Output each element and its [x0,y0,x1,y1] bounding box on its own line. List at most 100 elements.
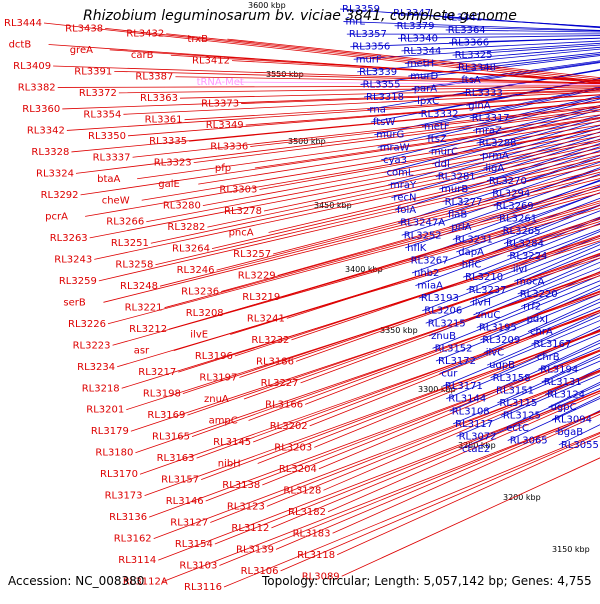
gene-label-left: RL3282 [167,222,205,233]
gene-label-left: RL3139 [236,544,274,555]
gene-label-right: folA [397,205,416,216]
gene-label-left: trxB [187,34,208,45]
gene-label-right: RL3332 [421,109,459,120]
gene-label-right: RL3167 [533,339,571,350]
gene-label-right: RL3172 [438,356,476,367]
gene-label-left: RL3342 [27,125,65,136]
gene-label-right: RL3288 [479,138,517,149]
gene-label-right: parA [414,84,438,95]
gene-label-right: RL3193 [421,293,459,304]
gene-label-right: RL3357 [349,29,387,40]
gene-label-right: RL3094 [554,415,592,426]
gene-label-left: RL3154 [175,539,213,550]
gene-label-right: RL3195 [479,322,517,333]
gene-label-left: RL3219 [242,292,280,303]
gene-label-right: RL3284 [506,239,544,250]
gene-label-right: nhb2 [414,268,439,279]
gene-label-right: RL3364 [448,25,486,36]
gene-label-right: RL3215 [428,318,466,329]
gene-label-right: RL3152 [435,343,473,354]
gene-label-left: RL3251 [111,238,149,249]
gene-label-left: RL3198 [143,389,181,400]
gene-label-right: RL3325 [455,50,493,61]
gene-label-right: znuB [431,331,456,342]
gene-label-left: RL3169 [147,410,185,421]
gene-label-right: RL3355 [363,79,401,90]
gene-label-right: ectC [506,423,529,434]
gene-label-right: rrf2 [523,302,541,313]
gene-label-left: RL3186 [256,356,294,367]
gene-label-right: RL3131 [544,377,582,388]
gene-label-left: RL3387 [135,72,173,83]
gene-label-left: RL3292 [41,190,79,201]
gene-label-right: RL3340 [400,33,438,44]
gene-label-left: RL3372 [79,88,117,99]
gene-label-right: miaA [417,281,443,292]
gene-label-right: flaB [448,209,467,220]
gene-label-left: RL3266 [106,217,144,228]
gene-label-right: RL3247A [400,218,445,229]
gene-label-left: RL3136 [109,512,147,523]
gene-label-left: galE [158,179,180,190]
gene-label-right: RL3194 [540,364,578,375]
gene-label-left: RL3127 [170,518,208,529]
gene-label-left: RL3170 [100,469,138,480]
leader-line-left [58,85,600,87]
gene-label-left: RL3163 [157,453,195,464]
gene-label-left: RL3337 [93,152,131,163]
gene-label-right: RL3356 [352,42,390,53]
leader-line-left [119,84,600,93]
gene-label-left: RL3202 [270,421,308,432]
gene-label-right: RL3151 [496,385,534,396]
gene-label-left: RL3363 [140,93,178,104]
gene-label-right: RL3065 [510,436,548,447]
gene-label-left: RL3218 [82,383,120,394]
leader-line-left [154,112,600,538]
gene-label-right: RL3117 [455,419,493,430]
gene-label-left: RL3162 [114,534,152,545]
gene-label-right: ilvI [513,264,527,275]
gene-label-left: RL3236 [181,287,219,298]
gene-label-left: RL3201 [86,405,124,416]
gene-label-left: RL3118 [297,550,335,561]
gene-label-right: RL3333 [465,88,503,99]
gene-label-left: RL3278 [224,206,262,217]
gene-label-right: dapA [458,247,484,258]
kbp-tick-label: 3550 kbp [266,70,304,79]
gene-label-left: RL3116 [184,582,222,593]
gene-label-left: RL3232 [251,335,289,346]
gene-label-left: RL3328 [31,147,69,158]
gene-label-right: RL3339 [359,67,397,78]
gene-label-right: hflC [462,260,482,271]
gene-label-left: carB [131,50,154,61]
gene-label-left: RL3180 [95,448,133,459]
gene-label-right: murF [356,54,382,65]
gene-label-left: RL3373 [201,99,239,110]
gene-label-left: RL3146 [166,496,204,507]
gene-label-left: RL3335 [149,136,187,147]
gene-label-left: RL3412 [192,56,230,67]
gene-label-left: RL3354 [83,109,121,120]
gene-label-right: znuC [475,310,500,321]
gene-label-left: RL3103 [179,561,217,572]
gene-label-right: mraY [390,180,417,191]
gene-label-left: RL3114 [118,555,156,566]
gene-label-right: murB [441,184,468,195]
gene-label-right: chrB [537,352,560,363]
gene-label-left: RL3204 [279,464,317,475]
gene-label-left: RL3280 [163,201,201,212]
gene-label-right: RL3317 [472,113,510,124]
gene-label-right: RL3158 [493,373,531,384]
gene-label-right: RL3115 [499,398,537,409]
gene-label-left: RL3382 [18,82,56,93]
gene-label-right: chrA [530,327,553,338]
gene-label-right: RL3237 [469,285,507,296]
gene-label-right: ilvH [472,297,491,308]
gene-label-left: dctB [9,39,32,50]
gene-label-right: RL3366 [451,38,489,49]
gene-label-left: RL3336 [210,142,248,153]
gene-label-left: ilvE [190,330,208,341]
gene-label-left: RL3409 [13,61,51,72]
gene-label-right: ligA [485,163,504,174]
gene-label-right: RL3055 [561,440,599,451]
